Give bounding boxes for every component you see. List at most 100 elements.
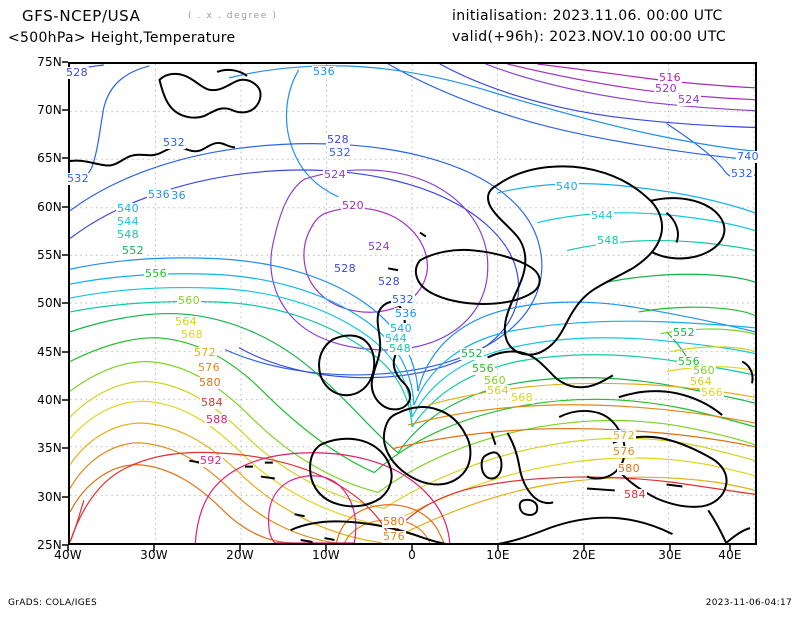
contour-544-sc [537,212,755,232]
contour-label: 532 [328,146,352,159]
contour-label: 532 [730,167,754,180]
contour-label: 580 [617,462,641,475]
x-axis-tick-label: 0 [408,548,416,562]
contour-label: 524 [323,168,347,181]
contour-540-e [413,320,755,406]
contour-552-ne [606,273,755,283]
coast-western-europe [382,406,472,486]
contour-label: 548 [596,234,620,247]
contour-label: 516 [658,71,682,84]
contour-label: 560 [483,374,507,387]
contour-label: 528 [333,262,357,275]
contour-label: 564 [486,384,510,397]
coast-faroe [387,267,399,272]
contour-532-ne [387,64,755,163]
contour-580-bot [335,504,445,543]
coast-cyprus [666,483,683,488]
model-resolution: ( . x . degree ) [188,11,278,21]
contour-572-e [383,476,755,543]
contour-label: 560 [177,294,201,307]
contour-536-arc [285,69,339,198]
x-axis-tick-label: 30E [658,548,682,562]
contour-584-left2 [70,500,85,543]
contour-label: 568 [180,328,204,341]
contour-label: 588 [205,413,229,426]
contour-524 [485,64,755,112]
x-axis-tick-label: 40W [54,548,82,562]
contour-552-left [70,313,399,454]
coast-greenland [70,141,236,167]
y-axis-tick-label: 40N [37,393,62,407]
contour-label: 524 [367,240,391,253]
contour-label: 544 [116,215,140,228]
contour-label: 740 [736,150,760,163]
valid-time: valid(+96h): 2023.NOV.10 00:00 UTC [452,29,727,45]
coast-iberia [309,437,393,508]
contour-label: 556 [144,267,168,280]
contour-580-e [391,427,755,450]
map-plot-area: 528 536 516 520 524 532 528 532 524 532 536 540 740 5… [65,62,760,545]
contour-548-left [70,300,413,428]
contour-564-ne [670,346,755,353]
contour-label: 576 [382,530,406,543]
contour-536-se [417,301,755,392]
contour-label: 580 [198,376,222,389]
contour-592-core [267,475,357,543]
chart-header: GFS-NCEP/USA ( . x . degree ) <500hPa> H… [0,0,800,56]
contour-label: 560 [692,364,716,377]
contour-label: 580 [382,515,406,528]
contour-label: 576 [612,445,636,458]
contour-label: 572 [612,429,636,442]
coast-shetland [419,231,427,238]
y-axis-tick-label: 25N [37,538,62,552]
x-axis-tick-label: 10E [486,548,510,562]
x-axis-tick-label: 40E [718,548,742,562]
coast-black-sea [618,390,723,416]
contour-label: 544 [384,332,408,345]
y-axis-tick-label: 75N [37,55,62,69]
contour-label: 528 [377,275,401,288]
coast-ireland [318,334,376,397]
x-axis-tick-label: 20W [226,548,254,562]
contour-560-e [377,419,755,493]
contour-label: 520 [654,82,678,95]
contour-label: 566 [700,386,724,399]
y-axis-tick-label: 50N [37,296,62,310]
contour-532-nw [70,65,150,182]
render-timestamp: 2023-11-06-04:17 [705,598,792,608]
coast-corsica [490,432,497,446]
contour-label: 564 [689,375,713,388]
contour-580-left [70,464,291,543]
coast-svalbard [158,72,262,119]
contour-536-left [70,257,419,392]
coast-crete [586,487,615,492]
contour-564-e [383,437,755,509]
coast-scandinavia [487,165,664,356]
contour-label: 540 [389,322,413,335]
contour-label: 592 [199,454,223,467]
contour-label: 552 [121,244,145,257]
contour-label: 540 [555,180,579,193]
contour-label: 540 [116,202,140,215]
contour-label: 564 [174,315,198,328]
contour-516 [537,64,755,89]
contour-label: 548 [116,228,140,241]
y-axis-tick-label: 45N [37,345,62,359]
contour-label: 520 [341,199,365,212]
model-name: GFS-NCEP/USA [22,7,141,25]
contour-label: 528 [326,133,350,146]
contour-label: 532 [391,293,415,306]
contour-528-ne [439,64,755,129]
contour-label: 556 [471,362,495,375]
y-axis-tick-label: 55N [37,248,62,262]
contour-label: 584 [200,396,224,409]
contour-label: 584 [623,488,647,501]
coastlines [70,68,754,543]
initialisation-time: initialisation: 2023.11.06. 00:00 UTC [452,8,723,24]
y-axis-tick-label: 60N [37,200,62,214]
x-axis-tick-label: 10W [312,548,340,562]
contour-label: 532 [162,136,186,149]
contour-556-e [373,398,755,474]
coast-italy [506,432,554,505]
contour-label: 544 [590,209,614,222]
